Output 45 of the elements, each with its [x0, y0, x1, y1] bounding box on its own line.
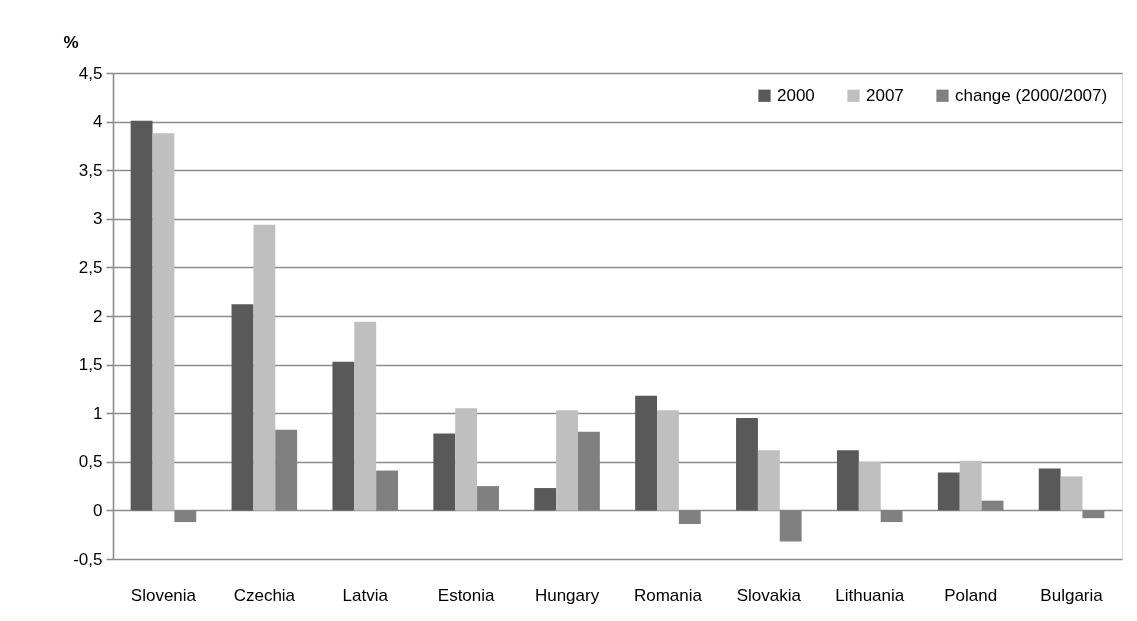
legend-label: change (2000/2007): [955, 85, 1108, 105]
bar: [858, 461, 881, 511]
bar: [736, 418, 758, 511]
x-tick-label: Latvia: [342, 585, 389, 605]
x-tick-label: Czechia: [233, 585, 296, 605]
x-tick-label: Bulgaria: [1040, 585, 1104, 605]
bar: [354, 321, 377, 511]
bar: [937, 472, 960, 511]
x-tick-label: Romania: [633, 585, 703, 605]
bar: [433, 433, 456, 511]
y-tick-label: 3,5: [78, 160, 103, 180]
y-tick-label: 0,5: [78, 452, 103, 472]
x-tick-label: Estonia: [437, 585, 496, 605]
bar: [1038, 468, 1061, 511]
bar: [152, 133, 175, 511]
bar: [1060, 476, 1083, 511]
y-tick-label: -0,5: [73, 549, 103, 569]
bar: [556, 410, 578, 511]
y-tick-label: 2,5: [78, 257, 103, 277]
y-tick-label: 2: [93, 306, 103, 326]
x-tick-label: Lithuania: [835, 585, 905, 605]
bar: [455, 408, 478, 511]
y-tick-label: 4: [93, 112, 103, 132]
x-tick-label: Slovakia: [736, 585, 802, 605]
bar: [253, 224, 276, 511]
y-tick-label: 3: [93, 209, 103, 229]
y-tick-label: 0: [93, 500, 103, 520]
bar: [534, 488, 557, 511]
bar: [332, 361, 355, 511]
bar: [959, 460, 982, 511]
x-tick-label: Hungary: [534, 585, 600, 605]
bar: [836, 450, 859, 511]
bar: [130, 120, 153, 511]
bar: [635, 395, 658, 511]
legend-label: 2000: [777, 85, 815, 105]
x-tick-label: Poland: [944, 585, 998, 605]
bar: [757, 450, 780, 511]
legend-label: 2007: [866, 85, 904, 105]
y-tick-label: 1,5: [78, 355, 103, 375]
y-tick-label: 4,5: [78, 63, 103, 83]
bar: [657, 410, 679, 511]
y-axis-title: %: [63, 32, 79, 52]
x-tick-label: Slovenia: [130, 585, 197, 605]
bar: [231, 304, 254, 511]
y-tick-label: 1: [93, 403, 103, 423]
